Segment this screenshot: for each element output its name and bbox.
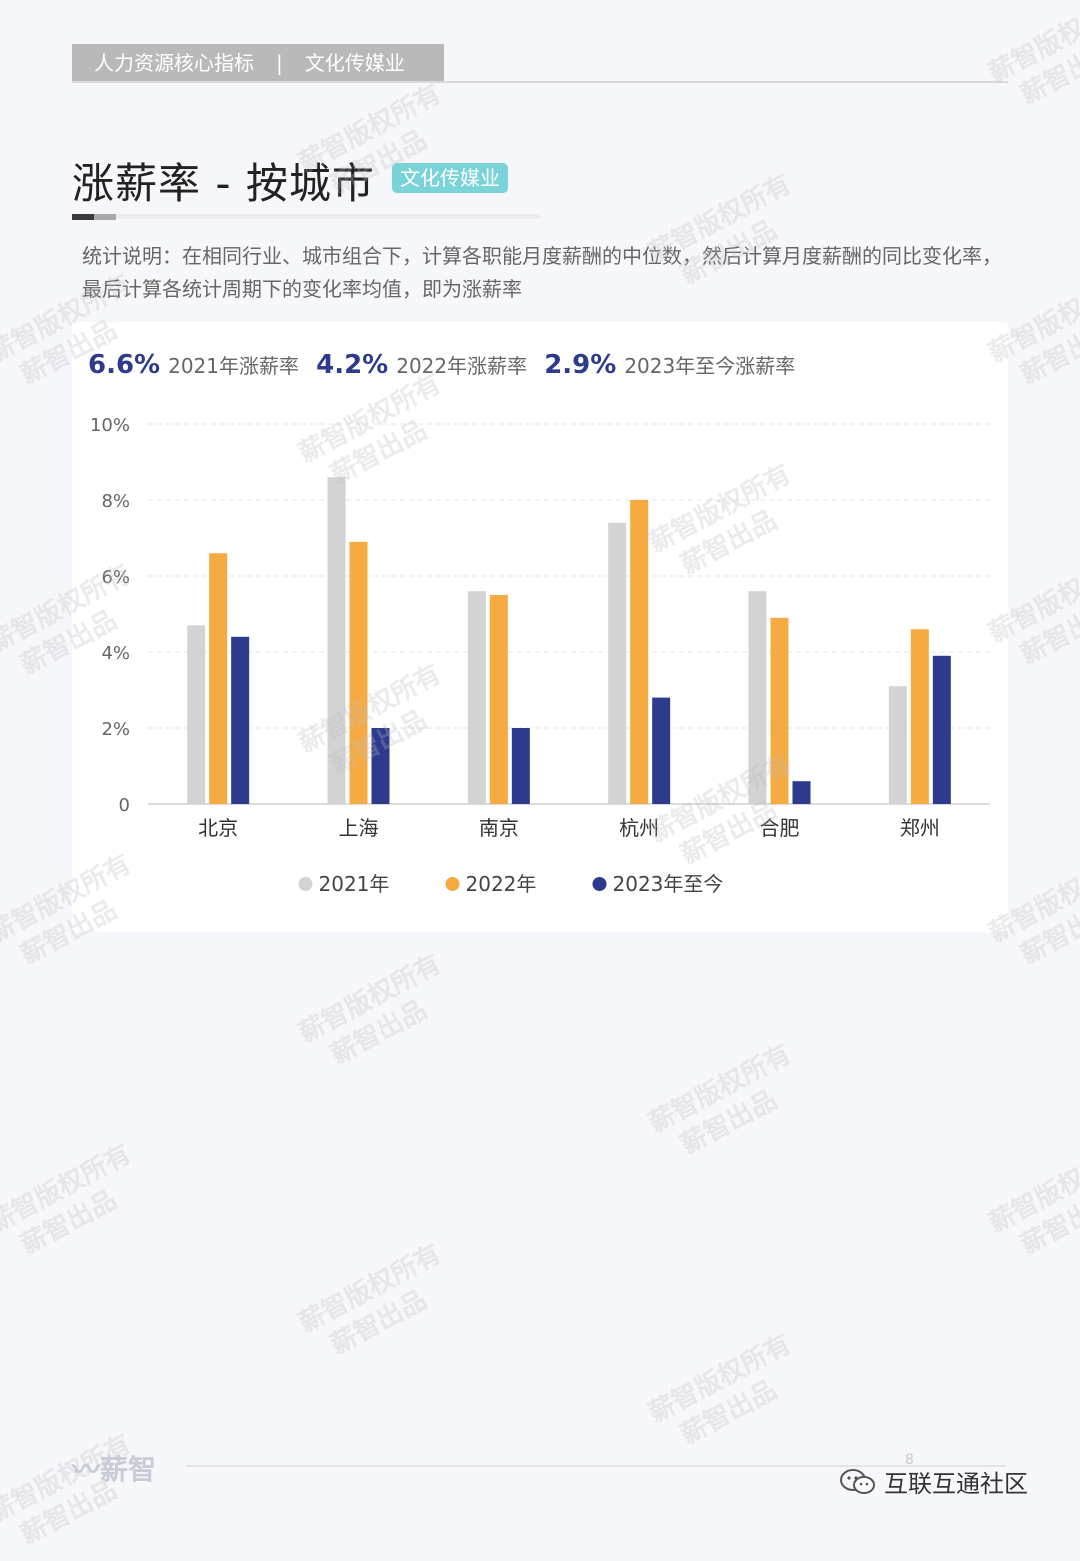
bar — [231, 636, 250, 804]
bar — [489, 595, 508, 804]
watermark-line: 薪智版权所有 — [0, 1139, 136, 1239]
kpi-row: 6.6% 2021年涨薪率 4.2% 2022年涨薪率 2.9% 2023年至今涨薪率 — [88, 350, 807, 380]
watermark-line: 薪智出品 — [1015, 595, 1080, 671]
x-tick-label: 合肥 — [760, 816, 800, 840]
watermark-line: 薪智出品 — [675, 1085, 782, 1161]
bar — [187, 625, 206, 804]
wechat-icon — [840, 1468, 875, 1494]
watermark-line: 薪智出品 — [1015, 35, 1080, 111]
x-tick-label: 北京 — [198, 816, 238, 840]
bar — [792, 781, 811, 804]
y-tick-label: 6% — [101, 567, 130, 588]
title-underline-light — [116, 214, 540, 219]
kpi-2021: 6.6% 2021年涨薪率 — [88, 350, 299, 380]
x-tick-label: 上海 — [339, 816, 379, 840]
x-tick-label: 南京 — [479, 816, 519, 840]
header-divider — [72, 81, 1008, 83]
bar — [511, 728, 530, 804]
y-tick-label: 2% — [101, 719, 130, 740]
legend-marker — [592, 877, 607, 891]
y-tick-label: 10% — [90, 415, 130, 436]
watermark: 薪智版权所有 薪智出品 — [293, 1237, 463, 1370]
watermark: 薪智版权所有 薪智出品 — [983, 1137, 1080, 1270]
watermark: 薪智版权所有 薪智出品 — [983, 0, 1080, 121]
page-title: 涨薪率 - 按城市 — [72, 159, 375, 208]
kpi-2022: 4.2% 2022年涨薪率 — [316, 350, 527, 380]
bar-chart: 0 2% 4% 6% 8% 10% 北京 上海 南京 杭州 合肥 郑州 2021年 2022年 2023年至… — [90, 415, 990, 896]
bar — [910, 629, 929, 804]
statistics-description: 统计说明：在相同行业、城市组合下，计算各职能月度薪酬的中位数，然后计算月度薪酬的… — [82, 244, 1002, 301]
watermark-line: 薪智出品 — [325, 1285, 432, 1361]
legend-label: 2022年 — [466, 872, 537, 896]
watermark-line: 薪智版权所有 — [294, 949, 446, 1049]
watermark-line: 薪智版权所有 — [294, 1239, 446, 1339]
watermark: 薪智版权所有 薪智出品 — [293, 947, 463, 1080]
header-tab: 人力资源核心指标 | 文化传媒业 — [72, 44, 444, 82]
y-tick-label: 4% — [101, 643, 130, 664]
watermark-line: 薪智出品 — [1015, 1185, 1080, 1261]
watermark-line: 薪智出品 — [1015, 315, 1080, 391]
title-underline-mid — [94, 214, 116, 220]
account-label: 互联互通社区 — [838, 1464, 1028, 1499]
bar — [630, 500, 649, 804]
legend-marker — [445, 877, 460, 891]
bar — [209, 553, 228, 804]
watermark-line: 薪智出品 — [1015, 895, 1080, 971]
x-tick-label: 杭州 — [619, 816, 659, 840]
legend-marker — [298, 877, 313, 891]
header-industry: 文化传媒业 — [304, 51, 405, 75]
bar — [608, 522, 627, 804]
footer-divider — [186, 1465, 1006, 1467]
bar — [371, 728, 390, 804]
legend-label: 2021年 — [319, 872, 390, 896]
bar — [652, 697, 671, 804]
watermark: 薪智版权所有 薪智出品 — [0, 1137, 153, 1270]
x-tick-label: 郑州 — [900, 816, 940, 840]
page-number: 8 — [905, 1452, 914, 1468]
header-separator: | — [276, 51, 283, 75]
bar — [327, 477, 346, 804]
logo-mark-icon: 〰 — [72, 1453, 101, 1486]
watermark: 薪智版权所有 薪智出品 — [643, 1037, 813, 1170]
bar — [349, 541, 368, 804]
bar — [467, 591, 486, 804]
kpi-label: 2022年涨薪率 — [396, 354, 528, 378]
account-name: 互联互通社区 — [884, 1470, 1028, 1498]
kpi-label: 2023年至今涨薪率 — [624, 354, 796, 378]
y-tick-label: 8% — [101, 491, 130, 512]
watermark: 薪智版权所有 薪智出品 — [643, 1327, 813, 1460]
kpi-value: 4.2% — [316, 350, 389, 380]
kpi-label: 2021年涨薪率 — [168, 354, 300, 378]
header-section: 人力资源核心指标 — [94, 51, 254, 75]
watermark-line: 薪智出品 — [675, 1375, 782, 1451]
legend-label: 2023年至今 — [613, 872, 724, 896]
bar — [748, 591, 767, 804]
watermark-line: 薪智版权所有 — [644, 1329, 796, 1429]
y-tick-label: 0 — [119, 795, 130, 816]
watermark-line: 薪智出品 — [15, 1185, 122, 1261]
industry-tag: 文化传媒业 — [392, 163, 508, 193]
kpi-2023: 2.9% 2023年至今涨薪率 — [544, 350, 795, 380]
footer-logo: 〰薪智 — [72, 1448, 156, 1488]
kpi-value: 2.9% — [544, 350, 617, 380]
bar — [932, 655, 951, 804]
watermark-line: 薪智版权所有 — [644, 1039, 796, 1139]
watermark-line: 薪智出品 — [325, 995, 432, 1071]
bar — [888, 686, 907, 804]
watermark-line: 薪智版权所有 — [984, 0, 1080, 89]
footer-logo-text: 薪智 — [100, 1453, 157, 1486]
bar — [770, 617, 789, 804]
title-underline-dark — [72, 214, 94, 220]
kpi-value: 6.6% — [88, 350, 161, 380]
watermark-line: 薪智版权所有 — [984, 1139, 1080, 1239]
